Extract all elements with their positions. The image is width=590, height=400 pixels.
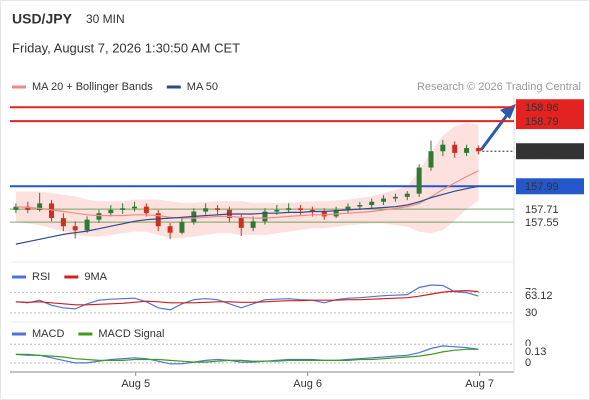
last-value-box	[522, 290, 556, 303]
candle-body	[286, 208, 292, 210]
candle-body	[475, 147, 481, 152]
x-tick-label: Aug 7	[465, 378, 494, 390]
candle-body	[440, 144, 446, 152]
candle-body	[215, 208, 221, 210]
candle-body	[345, 206, 351, 210]
candle-body	[108, 209, 114, 214]
series-line	[15, 345, 479, 365]
y-tick-label: 0	[525, 338, 531, 350]
level-label: 157.71	[525, 204, 559, 216]
series-line	[15, 348, 479, 363]
level-label: 157.99	[525, 181, 559, 193]
legend-label: MACD Signal	[98, 328, 164, 340]
series-line	[15, 289, 479, 306]
candle-body	[416, 167, 422, 194]
level-label: 158.42	[525, 146, 559, 158]
candle-body	[60, 218, 66, 227]
last-value-box	[522, 345, 556, 358]
datetime: Friday, August 7, 2026 1:30:50 AM CET	[12, 40, 240, 55]
candle-body	[369, 201, 375, 206]
candle-body	[357, 205, 363, 207]
candle-body	[392, 196, 398, 199]
projection-arrow	[479, 110, 512, 151]
level-box	[516, 99, 584, 116]
moving-average	[15, 170, 479, 219]
legend-label: MACD	[32, 328, 64, 340]
x-tick-label: Aug 6	[293, 378, 322, 390]
candle-body	[309, 209, 315, 212]
candle-body	[25, 206, 31, 210]
symbol: USD/JPY	[12, 11, 73, 27]
candle-body	[452, 144, 458, 153]
candle-body	[49, 203, 55, 219]
bollinger-upper	[15, 122, 479, 204]
candle-body	[381, 198, 387, 202]
candle-body	[96, 213, 102, 220]
level-box	[516, 143, 584, 160]
candle-body	[274, 209, 280, 212]
candle-body	[404, 193, 410, 197]
level-label: 158.96	[525, 102, 559, 114]
candle-body	[13, 206, 19, 210]
candle-body	[84, 219, 90, 231]
y-tick-label: 30	[525, 307, 537, 319]
series-line	[15, 284, 479, 311]
candle-body	[333, 209, 339, 217]
level-box	[516, 178, 584, 195]
bollinger-lower	[15, 199, 479, 239]
candle-body	[428, 151, 434, 168]
candle-body	[250, 221, 256, 228]
candle-body	[321, 211, 327, 217]
moving-average	[15, 185, 479, 245]
candle-body	[72, 226, 78, 231]
candle-body	[132, 206, 138, 209]
credit: Research © 2026 Trading Central	[417, 81, 581, 93]
candle-body	[120, 208, 126, 210]
interval: 30 MIN	[86, 12, 125, 26]
candle-body	[298, 208, 304, 210]
candle-body	[155, 213, 161, 227]
candle-body	[464, 147, 470, 153]
legend-label: RSI	[32, 271, 50, 283]
last-value-label: 0.13	[525, 346, 546, 358]
level-box	[516, 113, 584, 130]
candle-body	[179, 222, 185, 233]
level-label: 157.55	[525, 217, 559, 229]
candle-body	[262, 211, 268, 222]
candle-body	[143, 206, 149, 214]
candle-body	[37, 203, 43, 210]
candle-body	[238, 218, 244, 228]
last-value-label: 63.12	[525, 290, 553, 302]
candle-body	[167, 226, 173, 233]
x-tick-label: Aug 5	[121, 378, 150, 390]
legend-label: MA 50	[187, 81, 218, 93]
candle-body	[203, 208, 209, 212]
y-tick-label: 0	[525, 357, 531, 369]
legend-label: MA 20 + Bollinger Bands	[32, 81, 153, 93]
level-label: 158.79	[525, 116, 559, 128]
legend-label: 9MA	[84, 271, 107, 283]
